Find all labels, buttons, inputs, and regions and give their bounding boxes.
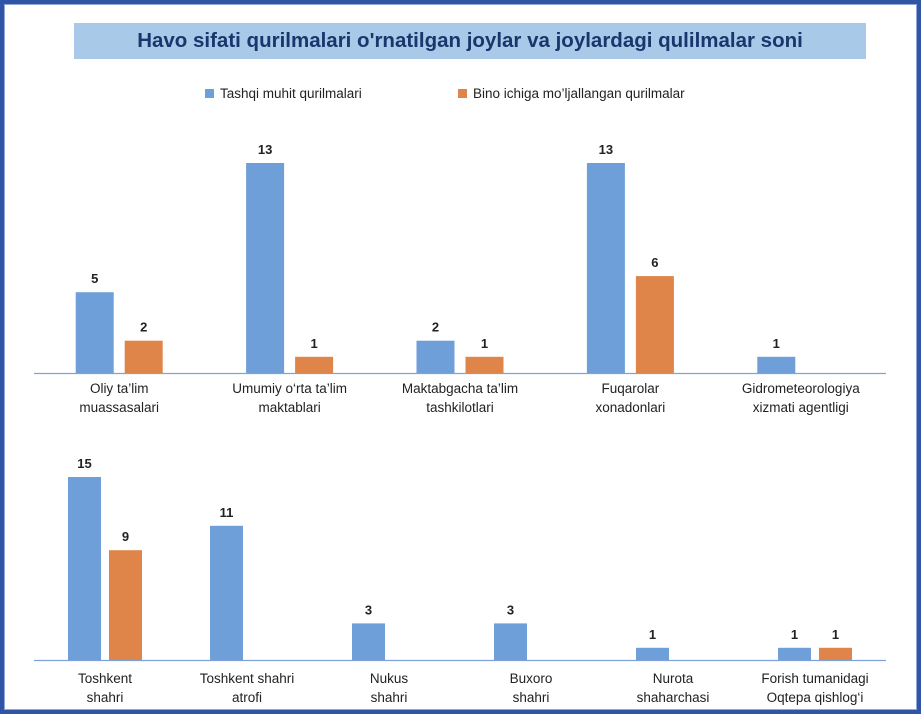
legend-label-outdoor: Tashqi muhit qurilmalari [220, 86, 362, 101]
bar-chart-1: 5 2 Oliy ta’lim muassasalari 13 1 Umumiy o‘rta… [34, 142, 886, 415]
data-label-outdoor-3: 2 [432, 320, 439, 335]
bar-outdoor-1 [75, 292, 114, 373]
category-label-2: Toshkent shahri [200, 671, 295, 686]
bar-outdoor-1 [68, 477, 101, 660]
category-label-2: maktablari [258, 400, 320, 415]
data-label-indoor-6: 1 [832, 627, 839, 642]
category-label-5: xizmati agentligi [753, 400, 849, 415]
bar-outdoor-6 [778, 647, 811, 660]
bar-indoor-3 [465, 356, 504, 373]
data-label-outdoor-3: 3 [365, 602, 372, 617]
data-label-outdoor-5: 1 [649, 627, 656, 642]
category-label-3: tashkilotlari [426, 400, 494, 415]
bar-outdoor-4 [494, 623, 527, 660]
data-label-outdoor-5: 1 [773, 336, 780, 351]
category-label-4: xonadonlari [595, 400, 665, 415]
bar-outdoor-3 [352, 623, 385, 660]
bar-outdoor-2 [246, 163, 285, 373]
category-label-3: Maktabgacha ta’lim [402, 381, 518, 396]
data-label-indoor-2: 1 [310, 336, 317, 351]
data-label-outdoor-1: 5 [91, 271, 98, 286]
bar-outdoor-2 [210, 525, 243, 660]
bar-outdoor-4 [586, 163, 625, 373]
category-label-6: Oqtepa qishlog‘i [767, 690, 864, 705]
category-label-3: shahri [371, 690, 408, 705]
category-label-6: Forish tumanidagi [761, 671, 868, 686]
bar-outdoor-3 [416, 340, 455, 373]
data-label-outdoor-1: 15 [77, 456, 91, 471]
category-label-1: Toshkent [78, 671, 132, 686]
bar-outdoor-5 [636, 647, 669, 660]
category-label-5: Nurota [653, 671, 694, 686]
category-label-1: Oliy ta’lim [90, 381, 149, 396]
category-label-4: shahri [513, 690, 550, 705]
bar-indoor-1 [124, 340, 163, 373]
legend-item-outdoor: Tashqi muhit qurilmalari [205, 86, 362, 101]
data-label-indoor-1: 9 [122, 529, 129, 544]
data-label-indoor-1: 2 [140, 320, 147, 335]
legend-item-indoor: Bino ichiga mo’ljallangan qurilmalar [458, 86, 685, 101]
data-label-indoor-4: 6 [651, 255, 658, 270]
legend-label-indoor: Bino ichiga mo’ljallangan qurilmalar [473, 86, 685, 101]
bar-outdoor-5 [757, 356, 796, 373]
category-label-2: Umumiy o‘rta ta’lim [232, 381, 347, 396]
category-label-1: shahri [87, 690, 124, 705]
category-label-2: atrofi [232, 690, 262, 705]
data-label-outdoor-2: 13 [258, 142, 272, 157]
category-label-5: shaharchasi [637, 690, 710, 705]
chart-title: Havo sifati qurilmalari o'rnatilgan joyl… [74, 23, 866, 59]
category-label-4: Buxoro [510, 671, 553, 686]
bar-indoor-6 [819, 647, 852, 660]
data-label-outdoor-2: 11 [220, 505, 234, 520]
legend-swatch-outdoor [205, 89, 214, 98]
data-label-indoor-3: 1 [481, 336, 488, 351]
bar-indoor-1 [109, 550, 142, 660]
data-label-outdoor-6: 1 [791, 627, 798, 642]
data-label-outdoor-4: 13 [599, 142, 613, 157]
category-label-1: muassasalari [79, 400, 159, 415]
legend-swatch-indoor [458, 89, 467, 98]
category-label-4: Fuqarolar [602, 381, 660, 396]
bar-indoor-4 [635, 276, 674, 373]
bar-indoor-2 [295, 356, 334, 373]
data-label-outdoor-4: 3 [507, 602, 514, 617]
category-label-5: Gidrometeorologiya [742, 381, 860, 396]
category-label-3: Nukus [370, 671, 409, 686]
